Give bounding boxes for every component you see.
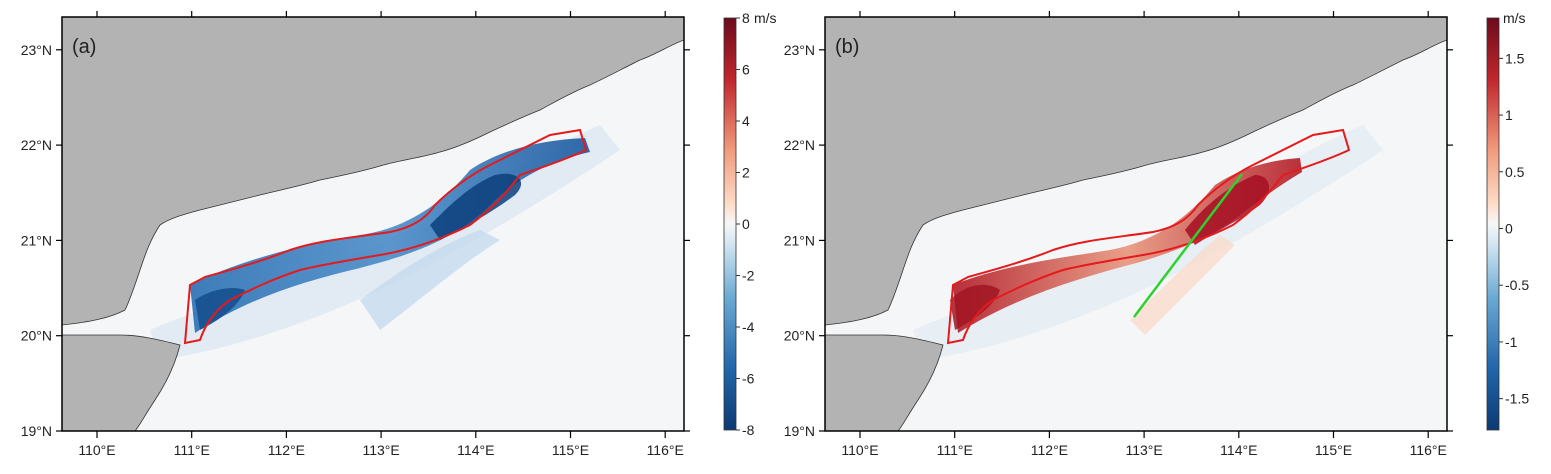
y-tick-label-a: 19°N [21, 423, 52, 439]
y-tick-label-b: 19°N [784, 423, 815, 439]
colorbar-tick-label-a: 0 [742, 216, 750, 232]
plume-b [1130, 235, 1235, 335]
colorbar-b-ticks: 1.5 1 0.5 0 -0.5 -1 -1.5 [1499, 50, 1529, 407]
colorbar-tick-label-b: -0.5 [1505, 277, 1529, 293]
x-tick-label-b: 110°E [841, 442, 878, 458]
colorbar-b-unit: m/s [1503, 10, 1526, 26]
hainan-b [825, 334, 944, 431]
panel-label-a: (a) [72, 36, 96, 58]
colorbar-tick-label-a: -8 [742, 422, 755, 438]
anomaly-core-a [430, 173, 522, 240]
boundary-a [183, 128, 588, 345]
x-ticks-b: 110°E 111°E 112°E 113°E 114°E 115°E 116°E [841, 11, 1447, 458]
x-tick-label-a: 110°E [78, 442, 115, 458]
colorbar-b: m/s 1.5 1 0.5 0 -0.5 -1 -1.5 [1486, 10, 1529, 431]
colorbar-tick-label-a: -6 [742, 371, 755, 387]
y-ticks-b: 19°N 20°N 21°N 22°N 23°N [784, 42, 1453, 439]
anomaly-core-b [1185, 175, 1270, 245]
y-tick-label-a: 22°N [21, 137, 52, 153]
coastline-b [825, 17, 1447, 326]
x-tick-label-a: 113°E [362, 442, 399, 458]
colorbar-a-bar [723, 17, 737, 431]
y-tick-label-a: 23°N [21, 42, 52, 58]
transect-line [1133, 173, 1243, 318]
colorbar-tick-label-b: -1 [1505, 334, 1518, 350]
x-tick-label-a: 115°E [552, 442, 589, 458]
y-tick-label-a: 21°N [21, 232, 52, 248]
coastline-a [62, 17, 684, 326]
colorbar-tick-label-a: 6 [742, 62, 750, 78]
colorbar-tick-label-a: 2 [742, 165, 750, 181]
y-tick-label-b: 22°N [784, 137, 815, 153]
colorbar-tick-label-b: 0.5 [1505, 164, 1525, 180]
x-tick-label-b: 114°E [1220, 442, 1257, 458]
panel-label-b: (b) [835, 36, 859, 58]
colorbar-tick-label-b: 0 [1505, 221, 1513, 237]
frame-a [61, 16, 685, 432]
colorbar-tick-label-a: 4 [742, 113, 750, 129]
x-tick-label-b: 112°E [1031, 442, 1068, 458]
plume-a [360, 230, 500, 330]
panel-a: (a) 110°E 111°E 112°E 113°E 114°E 115°E 116°E … [21, 11, 690, 458]
colorbar-tick-label-b: -1.5 [1505, 391, 1529, 407]
colorbar-b-bar [1486, 17, 1500, 431]
x-tick-label-a: 112°E [268, 442, 305, 458]
colorbar-tick-label-a: -4 [742, 319, 755, 335]
colorbar-tick-label-b: 1 [1505, 107, 1513, 123]
x-tick-label-a: 114°E [457, 442, 494, 458]
x-tick-label-a: 111°E [174, 442, 210, 458]
colorbar-a-ticks: 8 6 4 2 0 -2 -4 -6 -8 [736, 10, 755, 438]
x-ticks-a: 110°E 111°E 112°E 113°E 114°E 115°E 116°E [78, 11, 684, 458]
anomaly-west-b [950, 284, 1000, 330]
colorbar-tick-label-b: 1.5 [1505, 50, 1525, 66]
panel-b: (b) 110°E 111°E 112°E 113°E 114°E 115°E 116°E … [784, 11, 1453, 458]
y-tick-label-b: 21°N [784, 232, 815, 248]
x-tick-label-b: 113°E [1125, 442, 1162, 458]
y-tick-label-b: 23°N [784, 42, 815, 58]
frame-b [824, 16, 1448, 432]
x-tick-label-b: 116°E [1410, 442, 1447, 458]
hainan-a [62, 334, 181, 431]
y-tick-label-b: 20°N [784, 328, 815, 344]
colorbar-tick-label-a: -2 [742, 268, 755, 284]
colorbar-a-unit: m/s [754, 10, 777, 26]
y-ticks-a: 19°N 20°N 21°N 22°N 23°N [21, 42, 690, 439]
x-tick-label-a: 116°E [647, 442, 684, 458]
x-tick-label-b: 111°E [937, 442, 973, 458]
colorbar-a: m/s 8 6 4 2 0 -2 -4 -6 -8 [723, 10, 777, 438]
boundary-b [946, 128, 1351, 345]
colorbar-tick-label-a: 8 [742, 10, 750, 26]
y-tick-label-a: 20°N [21, 328, 52, 344]
x-tick-label-b: 115°E [1315, 442, 1352, 458]
